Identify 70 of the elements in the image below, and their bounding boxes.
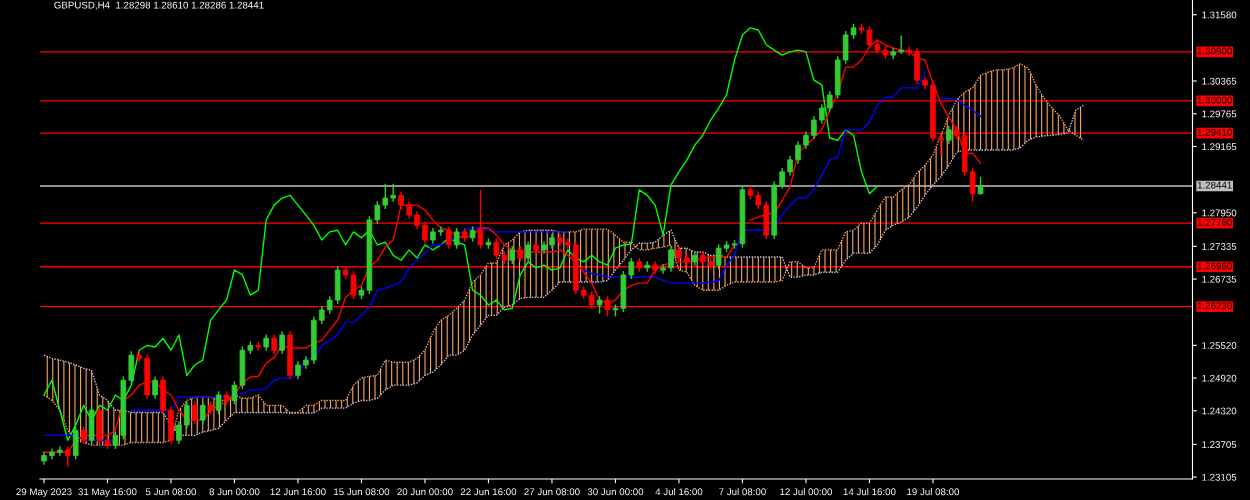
- ref-line-label: 1.26230: [1197, 302, 1232, 310]
- y-tick-label: 1.26735: [1202, 275, 1237, 283]
- ref-line-label: 1.26960: [1197, 262, 1232, 270]
- candlestick: [946, 125, 952, 145]
- candlestick: [152, 375, 158, 400]
- ref-line-label: 1.29410: [1197, 128, 1232, 136]
- y-tick-label: 1.27950: [1202, 209, 1237, 217]
- candlestick: [295, 360, 301, 380]
- candlestick: [191, 400, 198, 425]
- candlestick: [199, 400, 206, 425]
- candlestick: [826, 90, 833, 113]
- y-tick-label: 1.23105: [1202, 473, 1237, 481]
- candlestick: [787, 155, 793, 177]
- candlestick: [49, 447, 55, 461]
- line-series: [43, 27, 879, 441]
- candlestick: [565, 237, 571, 250]
- candlestick: [382, 183, 389, 210]
- ref-line-label: 1.30900: [1197, 47, 1232, 55]
- x-tick-label: 14 Jul 16:00: [843, 488, 896, 496]
- candlestick: [271, 333, 277, 355]
- candlestick: [390, 183, 397, 203]
- candlestick: [176, 420, 182, 445]
- y-tick-label: 1.27335: [1202, 243, 1237, 250]
- x-tick-label: 15 Jun 08:00: [334, 488, 390, 496]
- candlestick: [668, 245, 674, 273]
- candlestick: [779, 167, 785, 190]
- x-tick-label: 19 Jul 08:00: [907, 488, 960, 496]
- candlestick: [795, 140, 801, 165]
- ref-line-label: 1.28441: [1197, 181, 1232, 189]
- x-tick-label: 12 Jun 16:00: [270, 488, 326, 496]
- y-tick-label: 1.29765: [1202, 110, 1237, 118]
- x-tick-label: 22 Jun 16:00: [460, 488, 517, 496]
- x-tick-label: 12 Jul 00:00: [780, 488, 833, 496]
- y-tick-label: 1.24920: [1202, 374, 1237, 382]
- candlestick: [231, 380, 238, 405]
- candlestick: [715, 243, 722, 270]
- x-tick-label: 8 Jun 00:00: [209, 488, 260, 496]
- x-tick-label: 7 Jul 08:00: [719, 488, 766, 496]
- x-tick-label: 31 May 16:00: [78, 488, 137, 498]
- candlestick: [493, 237, 500, 260]
- candlestick: [525, 240, 531, 263]
- candlestick: [438, 225, 444, 237]
- candlestick: [184, 400, 190, 430]
- candlestick: [318, 305, 325, 325]
- x-tick-label: 5 Jun 08:00: [145, 488, 196, 496]
- x-tick-label: 29 May 2023: [16, 488, 72, 498]
- candlestick: [509, 245, 516, 265]
- y-tick-label: 1.25520: [1202, 342, 1237, 349]
- candlestick: [898, 34, 904, 55]
- chart-title: GBPUSD,H4 1.28298 1.28610 1.28286 1.28441: [54, 1, 264, 10]
- candlestick: [279, 330, 285, 355]
- candlestick: [445, 225, 452, 250]
- candlestick: [453, 227, 460, 250]
- candlestick: [374, 200, 381, 225]
- candlestick: [628, 257, 635, 280]
- ref-line-label: 1.30000: [1197, 96, 1232, 104]
- candlestick: [811, 115, 817, 140]
- y-tick-label: 1.24320: [1202, 407, 1237, 415]
- x-tick-label: 4 Jul 16:00: [655, 488, 703, 496]
- candlestick: [215, 390, 222, 415]
- candlestick: [819, 103, 825, 125]
- y-tick-label: 1.30365: [1202, 77, 1237, 85]
- ref-line-label: 1.27760: [1197, 218, 1232, 226]
- x-tick-label: 27 Jun 08:00: [524, 488, 580, 496]
- x-tick-label: 30 Jun 00:00: [587, 488, 644, 496]
- x-tick-label: 20 Jun 00:00: [397, 488, 453, 496]
- candlestick: [969, 167, 976, 203]
- y-tick-label: 1.31580: [1202, 11, 1237, 19]
- y-tick-label: 1.23705: [1202, 441, 1237, 448]
- y-tick-label: 1.29165: [1202, 143, 1237, 151]
